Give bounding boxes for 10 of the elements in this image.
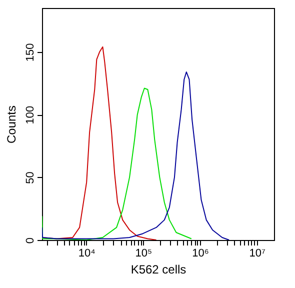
x-tick-label: 10⁷ <box>249 248 266 260</box>
x-tick-label: 10⁵ <box>135 248 152 260</box>
y-tick-label: 150 <box>24 43 36 62</box>
y-tick-label: 100 <box>24 106 36 124</box>
y-tick-label: 0 <box>24 237 36 244</box>
x-tick-label: 10⁴ <box>78 248 96 260</box>
x-tick-label: 10⁶ <box>192 248 209 260</box>
x-axis-title: K562 cells <box>130 262 186 276</box>
y-axis-title: Counts <box>4 105 18 144</box>
y-tick-label: 50 <box>24 172 36 184</box>
